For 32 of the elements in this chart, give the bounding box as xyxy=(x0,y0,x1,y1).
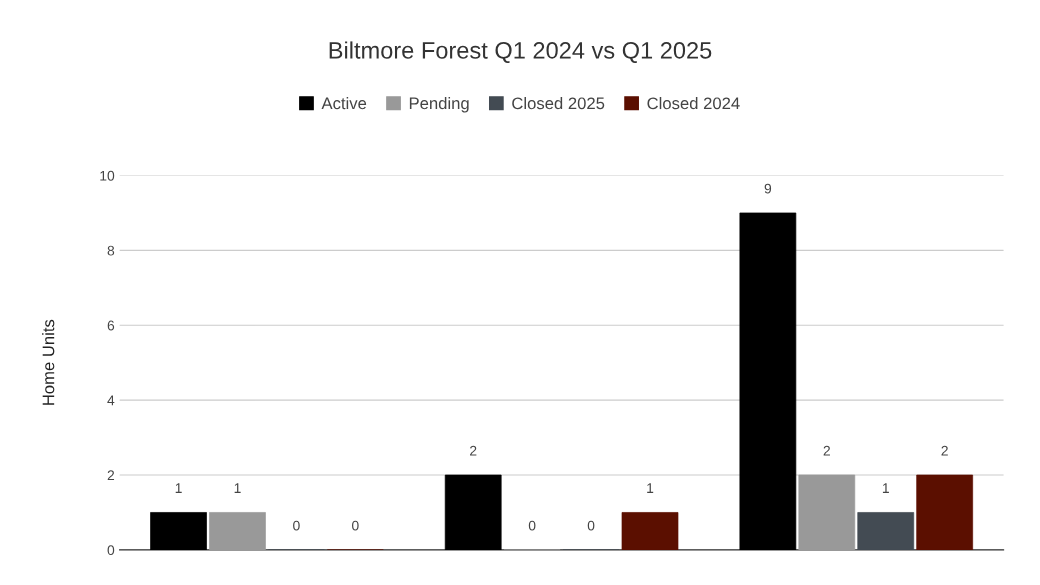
data-label: 2 xyxy=(470,445,477,456)
data-label: 0 xyxy=(293,520,300,531)
legend-label: Active xyxy=(321,96,367,110)
bar xyxy=(621,512,679,550)
y-tick-label: 4 xyxy=(107,395,115,406)
y-tick-label: 0 xyxy=(107,545,115,556)
data-label: 1 xyxy=(175,483,182,493)
data-label: 0 xyxy=(587,520,595,531)
bar xyxy=(916,474,974,550)
data-label: 2 xyxy=(823,445,830,456)
legend-label: Closed 2025 xyxy=(512,96,605,110)
data-label: 0 xyxy=(528,520,536,531)
data-label: 1 xyxy=(882,483,889,493)
legend-label: Closed 2024 xyxy=(647,96,740,110)
bar xyxy=(150,512,207,550)
data-label: 9 xyxy=(764,183,772,194)
y-axis-title: Home Units xyxy=(42,319,55,405)
chart-title: Biltmore Forest Q1 2024 vs Q1 2025 xyxy=(329,41,712,63)
data-label: 0 xyxy=(352,520,359,531)
bar xyxy=(798,474,856,550)
y-tick-label: 10 xyxy=(100,170,115,181)
y-tick-label: 8 xyxy=(107,245,115,256)
bar xyxy=(857,512,915,550)
bar xyxy=(444,474,502,550)
bar xyxy=(209,512,266,550)
y-tick-label: 6 xyxy=(107,320,115,331)
data-label: 1 xyxy=(647,483,654,493)
data-label: 2 xyxy=(941,445,948,456)
data-label: 1 xyxy=(234,483,241,493)
y-tick-label: 2 xyxy=(107,470,115,481)
legend-label: Pending xyxy=(409,96,469,113)
bar xyxy=(739,212,797,550)
